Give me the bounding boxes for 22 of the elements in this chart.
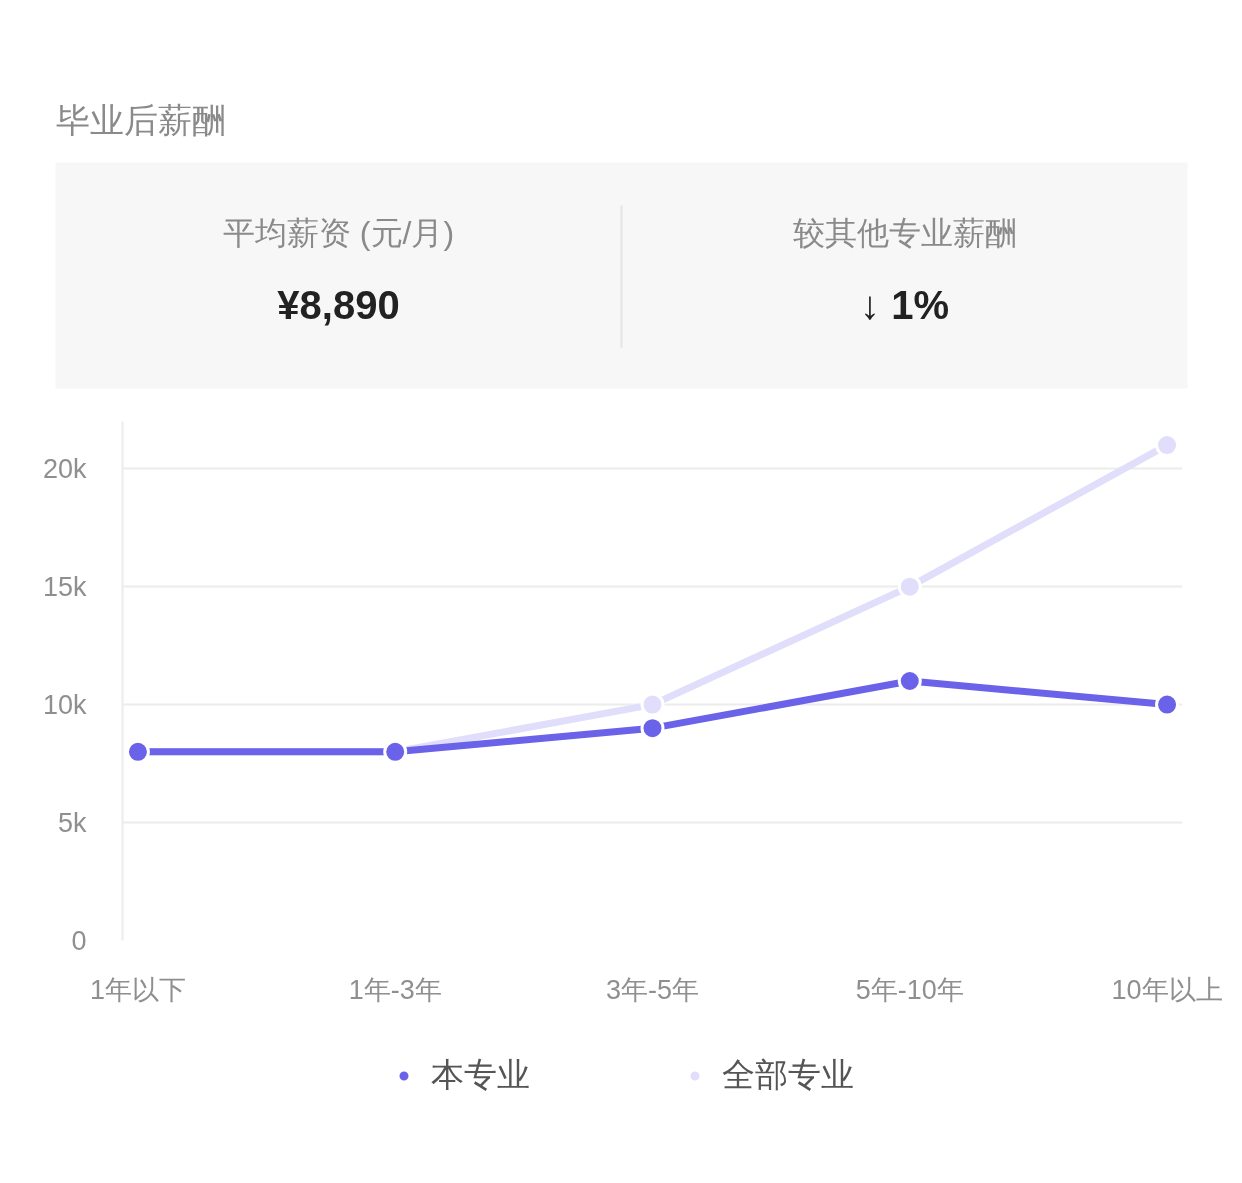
x-tick-label: 5年-10年 <box>855 974 964 1005</box>
text: ↓ 1% <box>860 282 949 327</box>
text: 较其他专业薪酬 <box>792 214 1017 251</box>
y-tick-label: 15k <box>42 571 87 602</box>
x-tick-label: 10年以上 <box>1111 974 1223 1005</box>
point <box>1155 692 1180 717</box>
x-tick-label: 1年-3年 <box>348 974 442 1005</box>
x-tick-label: 3年-5年 <box>605 974 700 1005</box>
x-tick-label: 1年以下 <box>89 974 186 1005</box>
text: 平均薪资 (元/月) <box>222 214 455 251</box>
legend-label: 本专业 <box>430 1054 530 1095</box>
y-tick-label: 20k <box>42 453 87 484</box>
y-tick-label: 10k <box>42 689 87 720</box>
legend-label: 全部专业 <box>721 1054 854 1095</box>
y-tick-label: 5k <box>57 807 87 838</box>
text: ¥8,890 <box>277 282 400 327</box>
text: 毕业后薪酬 <box>55 100 226 139</box>
point <box>640 692 665 717</box>
point <box>640 716 665 741</box>
y-tick-label: 0 <box>71 925 87 956</box>
point <box>897 574 922 599</box>
point <box>897 669 922 693</box>
